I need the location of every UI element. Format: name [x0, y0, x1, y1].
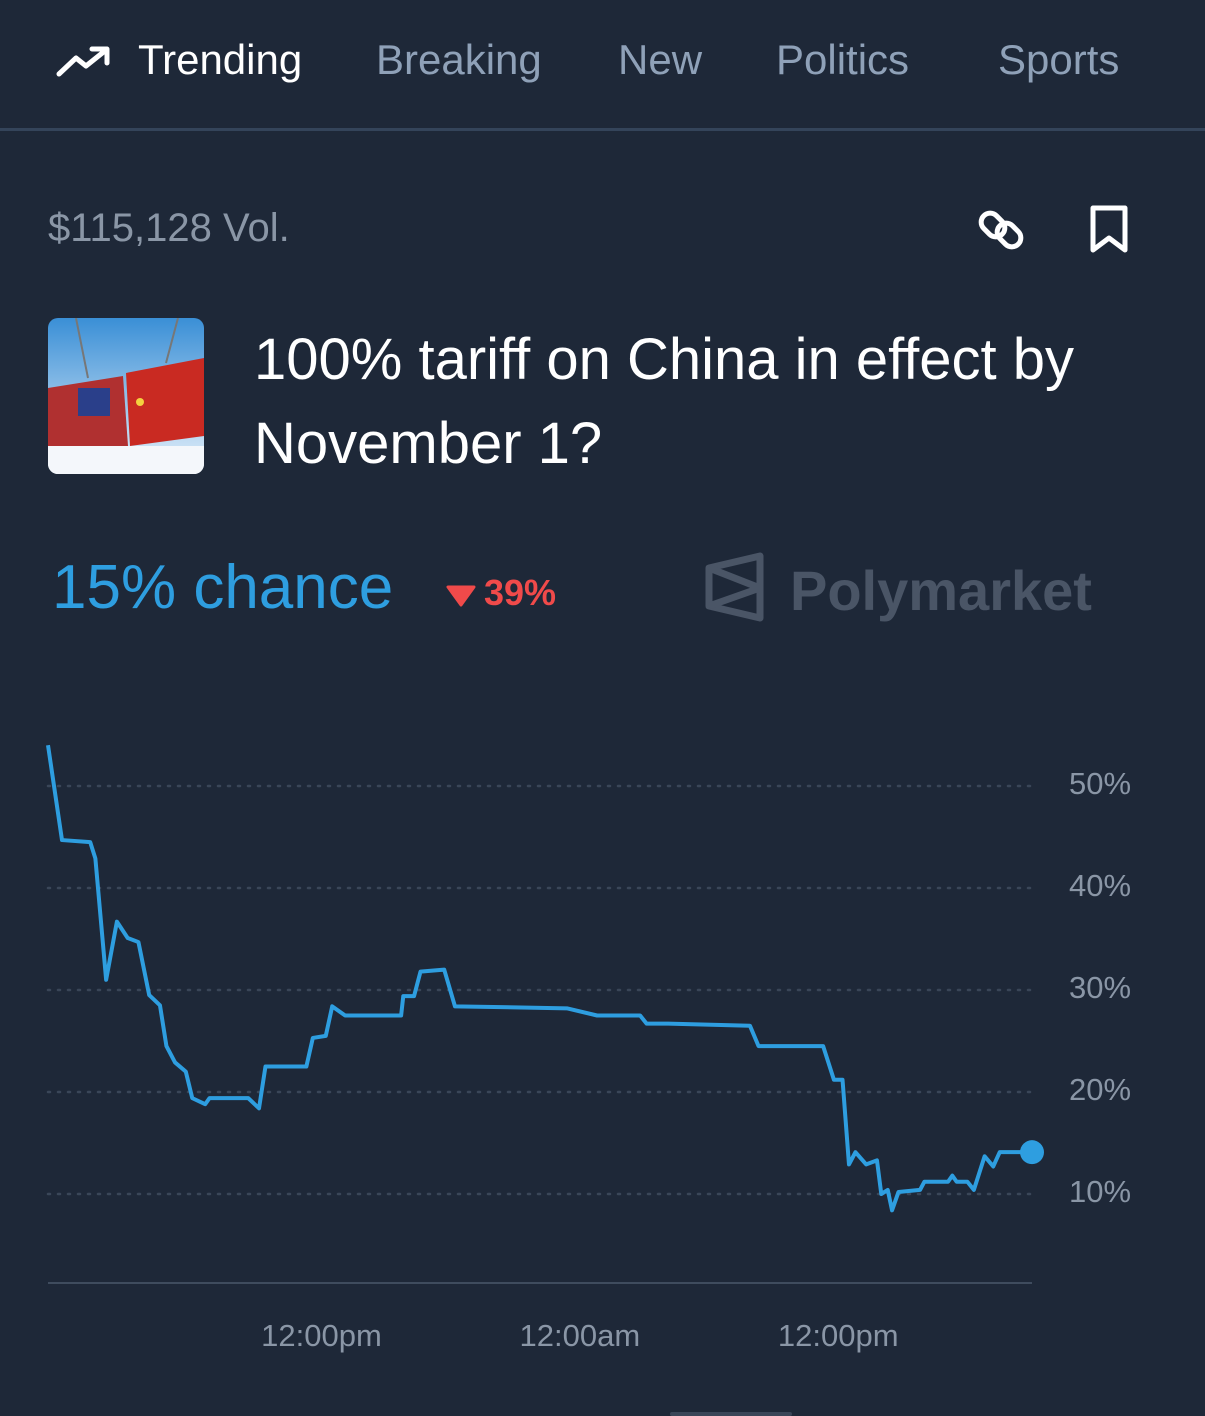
change: 39%	[484, 572, 557, 613]
link-icon[interactable]	[976, 204, 1028, 256]
market-image	[48, 318, 204, 474]
y-tick-label: 20%	[1069, 1072, 1131, 1107]
chance: 15% chance	[52, 553, 394, 622]
volume: $115,128 Vol.	[48, 206, 290, 250]
nav-tab[interactable]: Politics	[776, 36, 910, 83]
bookmark-icon[interactable]	[1088, 204, 1132, 256]
y-tick-label: 30%	[1069, 970, 1131, 1005]
nav-tab[interactable]: Sports	[998, 36, 1120, 83]
nav-tab[interactable]: Breaking	[376, 36, 542, 83]
y-tick-label: 40%	[1069, 868, 1131, 903]
down-arrow	[446, 585, 476, 607]
nav-tab[interactable]: Trending	[138, 36, 303, 83]
x-tick-label: 12:00pm	[778, 1318, 899, 1353]
divider	[0, 128, 1205, 131]
nav-tab[interactable]: New	[618, 36, 703, 83]
scroll-indicator	[670, 1412, 792, 1416]
y-tick-label: 50%	[1069, 766, 1131, 801]
x-tick-label: 12:00pm	[261, 1318, 382, 1353]
brand: Polymarket	[790, 559, 1092, 622]
y-tick-label: 10%	[1069, 1174, 1131, 1209]
end-dot	[1020, 1140, 1044, 1165]
trending-icon	[56, 46, 110, 77]
chart: 10% 20% 30% 40% 50% 12:00pm 12:00am 12:00pm	[46, 744, 1131, 1353]
x-tick-label: 12:00am	[520, 1318, 641, 1353]
market-title: 100% tariff on China in effect by Novemb…	[254, 327, 1075, 476]
price-line	[46, 744, 1032, 1213]
brand-logo	[705, 552, 764, 622]
